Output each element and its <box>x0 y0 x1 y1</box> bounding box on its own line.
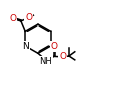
Text: O: O <box>25 13 32 22</box>
Text: NH: NH <box>39 57 52 66</box>
Text: O: O <box>9 14 16 23</box>
Text: O: O <box>59 52 66 61</box>
Text: O: O <box>50 42 57 51</box>
Text: N: N <box>22 41 29 50</box>
